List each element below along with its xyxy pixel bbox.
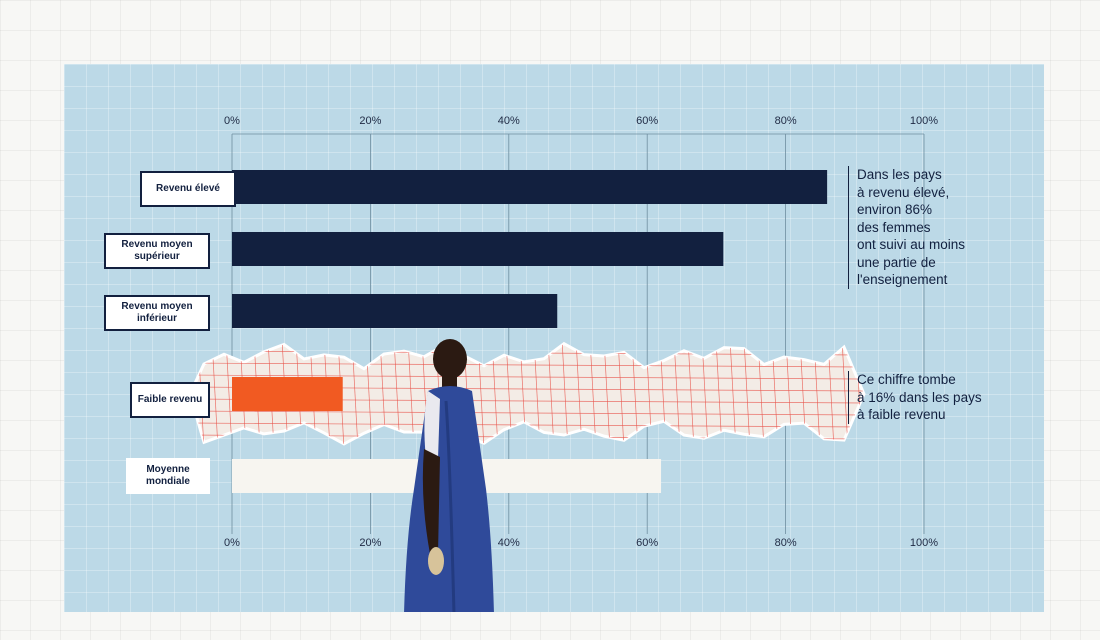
x-tick-label-top: 40% xyxy=(498,115,520,127)
bar-chart: 0% 0% 20% 20% 40% 40% 60% 60% 80% 80% 100% 100% xyxy=(188,115,938,549)
x-tick-label-top: 20% xyxy=(359,115,381,127)
x-tick-label-bottom: 0% xyxy=(224,537,240,549)
x-tick-label-bottom: 80% xyxy=(775,537,797,549)
x-tick-label-bottom: 100% xyxy=(910,537,938,549)
category-label: Revenu moyen supérieur xyxy=(104,233,210,269)
bar-3 xyxy=(232,377,343,411)
schoolgirl-photo-cutout xyxy=(404,339,494,612)
x-tick-label-top: 80% xyxy=(775,115,797,127)
category-label: Revenu moyen inférieur xyxy=(104,295,210,331)
category-label: Revenu élevé xyxy=(140,171,236,207)
x-tick-label-bottom: 40% xyxy=(498,537,520,549)
x-tick-label-top: 60% xyxy=(636,115,658,127)
x-tick-label-top: 0% xyxy=(224,115,240,127)
category-label: Faible revenu xyxy=(130,382,210,418)
bar-1 xyxy=(232,232,724,266)
x-tick-label-bottom: 60% xyxy=(636,537,658,549)
category-label: Moyenne mondiale xyxy=(126,458,210,494)
bars xyxy=(232,170,828,493)
bar-0 xyxy=(232,170,828,204)
torn-paper-strip xyxy=(188,341,866,446)
annotation-low-income: Ce chiffre tombe à 16% dans les pays à f… xyxy=(848,371,982,424)
chart-panel: 0% 0% 20% 20% 40% 40% 60% 60% 80% 80% 100% 100% Rev… xyxy=(64,64,1044,612)
torn-paper-shape xyxy=(188,341,866,446)
annotation-high-income: Dans les pays à revenu élevé, environ 86… xyxy=(848,166,965,289)
tick-labels: 0% 0% 20% 20% 40% 40% 60% 60% 80% 80% 100% 100% xyxy=(224,115,938,549)
x-tick-label-bottom: 20% xyxy=(359,537,381,549)
x-tick-label-top: 100% xyxy=(910,115,938,127)
bar-2 xyxy=(232,294,558,328)
